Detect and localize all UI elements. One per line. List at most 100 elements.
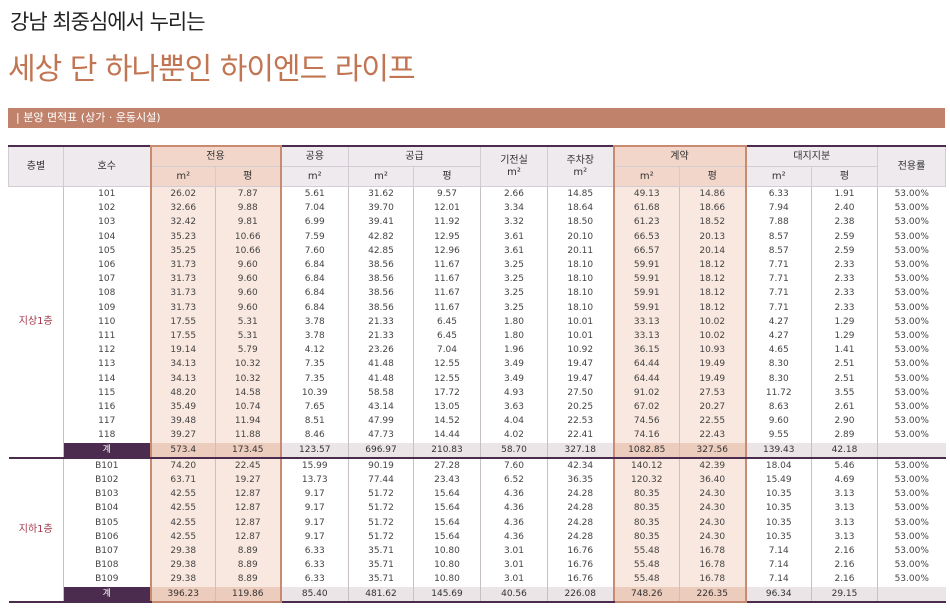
cell-value: 9.88: [215, 201, 282, 216]
cell-value: 2.33: [811, 258, 878, 273]
cell-value: 36.35: [547, 473, 614, 488]
unit-header: 평: [413, 166, 481, 187]
cell-value: 3.13: [811, 515, 878, 530]
cell-value: 24.28: [547, 501, 614, 516]
cell-value: 31.73: [149, 258, 216, 273]
cell-value: 4.36: [480, 529, 548, 545]
cell-value: 11.67: [413, 258, 481, 273]
cell-value: 7.59: [280, 229, 349, 244]
cell-value: 6.99: [280, 215, 349, 230]
total-row: 계 396.23 119.86 85.40 481.62 145.69 40.56 226.0…: [9, 586, 946, 603]
cell-value: 120.32: [612, 473, 680, 488]
cell-value: 3.32: [480, 215, 548, 230]
cell-value: 41.48: [348, 371, 414, 386]
cell-value: 11.67: [413, 300, 481, 315]
cell-value: 53.00%: [877, 572, 946, 587]
unit-number: 117: [63, 414, 151, 429]
cell-value: 10.93: [679, 343, 747, 358]
cell-value: 1.91: [811, 186, 878, 202]
cell-value: 19.47: [547, 357, 614, 372]
cell-value: 20.10: [547, 229, 614, 244]
total-empty: [877, 586, 946, 603]
cell-value: 53.00%: [877, 473, 946, 488]
cell-value: 64.44: [612, 371, 680, 386]
column-header: 주차장 m²: [547, 145, 614, 187]
cell-value: 33.13: [612, 329, 680, 344]
cell-value: 63.71: [149, 473, 216, 488]
cell-value: 14.85: [547, 186, 614, 202]
cell-value: 20.27: [679, 400, 747, 415]
cell-value: 5.61: [280, 186, 349, 202]
cell-value: 19.49: [679, 371, 747, 386]
cell-value: 36.40: [679, 473, 747, 488]
cell-value: 2.16: [811, 572, 878, 587]
cell-value: 10.01: [547, 329, 614, 344]
cell-value: 3.55: [811, 385, 878, 401]
cell-value: 14.44: [413, 428, 481, 443]
cell-value: 18.64: [547, 201, 614, 216]
cell-value: 4.27: [745, 314, 812, 330]
unit-number: 102: [63, 201, 151, 216]
cell-value: 42.39: [679, 457, 747, 474]
cell-value: 39.41: [348, 215, 414, 230]
cell-value: 24.28: [547, 515, 614, 530]
cell-value: 1.80: [480, 314, 548, 330]
total-value: 481.62: [348, 586, 414, 603]
column-header: 공급: [348, 145, 481, 167]
cell-value: 2.33: [811, 272, 878, 287]
cell-value: 22.55: [679, 414, 747, 429]
cell-value: 10.02: [679, 314, 747, 330]
cell-value: 51.72: [348, 515, 414, 530]
unit-header: m²: [348, 166, 414, 187]
cell-value: 11.94: [215, 414, 282, 429]
unit-number: 101: [63, 186, 151, 202]
cell-value: 14.52: [413, 414, 481, 429]
cell-value: 6.84: [280, 272, 349, 287]
cell-value: 11.88: [215, 428, 282, 443]
cell-value: 16.76: [547, 558, 614, 573]
table-row: B108 29.38 8.89 6.33 35.71 10.80 3.01 16.76 55.4…: [9, 558, 946, 573]
cell-value: 12.55: [413, 357, 481, 372]
table-row: B105 42.55 12.87 9.17 51.72 15.64 4.36 24.28 80.…: [9, 515, 946, 530]
cell-value: 3.13: [811, 529, 878, 545]
cell-value: 55.48: [612, 558, 680, 573]
total-value: 327.56: [679, 442, 747, 459]
cell-value: 140.12: [612, 457, 680, 474]
cell-value: 15.64: [413, 501, 481, 516]
unit-number: 115: [63, 385, 151, 401]
cell-value: 10.32: [215, 357, 282, 372]
cell-value: 2.40: [811, 201, 878, 216]
table-row: 113 34.13 10.32 7.35 41.48 12.55 3.49 19.47 64.4…: [9, 357, 946, 372]
cell-value: 42.82: [348, 229, 414, 244]
cell-value: 24.30: [679, 487, 747, 502]
cell-value: 53.00%: [877, 201, 946, 216]
cell-value: 24.30: [679, 501, 747, 516]
cell-value: 2.51: [811, 357, 878, 372]
cell-value: 18.12: [679, 258, 747, 273]
cell-value: 20.11: [547, 243, 614, 259]
column-header: 계약: [612, 145, 747, 167]
cell-value: 9.55: [745, 428, 812, 443]
total-row: 계 573.4 173.45 123.57 696.97 210.83 58.70 327.1…: [9, 442, 946, 459]
cell-value: 10.35: [745, 501, 812, 516]
cell-value: 18.12: [679, 286, 747, 301]
cell-value: 35.71: [348, 544, 414, 559]
total-value: 748.26: [612, 586, 680, 603]
floor-label: 지상1층: [8, 186, 64, 459]
cell-value: 7.71: [745, 300, 812, 315]
cell-value: 19.47: [547, 371, 614, 386]
total-value: 42.18: [811, 442, 878, 459]
cell-value: 15.64: [413, 529, 481, 545]
cell-value: 6.33: [280, 558, 349, 573]
cell-value: 8.89: [215, 544, 282, 559]
cell-value: 10.80: [413, 544, 481, 559]
cell-value: 3.49: [480, 371, 548, 386]
cell-value: 1.96: [480, 343, 548, 358]
cell-value: 20.14: [679, 243, 747, 259]
cell-value: 53.00%: [877, 314, 946, 330]
cell-value: 8.46: [280, 428, 349, 443]
cell-value: 35.71: [348, 572, 414, 587]
cell-value: 7.14: [745, 544, 812, 559]
unit-header: m²: [280, 166, 349, 187]
cell-value: 80.35: [612, 515, 680, 530]
